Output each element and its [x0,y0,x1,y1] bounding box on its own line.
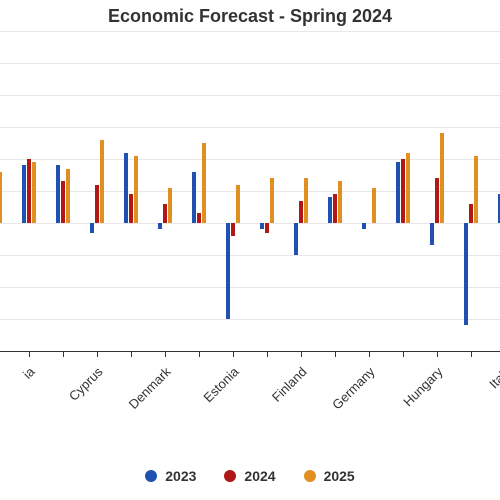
bar-2023 [226,223,230,319]
bar-2024 [129,194,133,223]
gridline [0,287,500,288]
legend-item-2025: 2025 [304,468,355,484]
gridline [0,95,500,96]
x-label: Cyprus [66,364,106,404]
bar-2025 [32,162,36,223]
x-label: Italy [486,364,500,391]
bar-2025 [134,156,138,223]
legend-dot-icon [304,470,316,482]
bar-2023 [22,165,26,223]
bar-2023 [396,162,400,223]
bar-2025 [372,188,376,223]
bar-2024 [163,204,167,223]
legend-dot-icon [145,470,157,482]
x-axis-labels: ia Cyprus Denmark Estonia Finland Germany Hung… [0,352,500,462]
x-label: Hungary [400,364,445,409]
x-label: ia [20,364,38,382]
bar-2024 [469,204,473,223]
bar-2025 [406,153,410,223]
gridline [0,319,500,320]
bar-2023 [464,223,468,325]
gridline [0,159,500,160]
bar-2023 [430,223,434,245]
bar-2025 [168,188,172,223]
bar-2023 [124,153,128,223]
zero-line [0,223,500,224]
bar-2025 [236,185,240,223]
bar-2024 [333,194,337,223]
x-label: Denmark [126,364,174,412]
bar-2023 [56,165,60,223]
bar-2025 [440,133,444,223]
bar-2025 [338,181,342,223]
bar-2024 [197,213,201,223]
x-label: Germany [329,364,377,412]
legend-label: 2023 [165,468,196,484]
gridline [0,255,500,256]
chart-title: Economic Forecast - Spring 2024 [0,0,500,31]
legend-dot-icon [224,470,236,482]
bar-2024 [61,181,65,223]
bar-2024 [299,201,303,223]
plot-area [0,31,500,352]
bar-2024 [231,223,235,236]
bar-2023 [158,223,162,229]
gridline [0,127,500,128]
legend-label: 2024 [244,468,275,484]
bar-2025 [0,172,2,223]
gridline [0,191,500,192]
bar-2023 [192,172,196,223]
bar-2024 [435,178,439,223]
bar-2025 [270,178,274,223]
bar-2023 [260,223,264,229]
bar-2024 [27,159,31,223]
legend: 2023 2024 2025 [0,462,500,484]
gridline [0,31,500,32]
bar-2025 [202,143,206,223]
gridline [0,63,500,64]
bar-2023 [90,223,94,233]
bar-2023 [294,223,298,255]
bar-2023 [362,223,366,229]
bar-2024 [95,185,99,223]
x-label: Estonia [200,364,241,405]
bar-2024 [265,223,269,233]
bar-2024 [401,159,405,223]
legend-item-2024: 2024 [224,468,275,484]
bar-2025 [474,156,478,223]
bar-2023 [328,197,332,223]
x-label: Finland [269,364,310,405]
legend-item-2023: 2023 [145,468,196,484]
bar-2025 [66,169,70,223]
legend-label: 2025 [324,468,355,484]
bar-2025 [100,140,104,223]
bar-2025 [304,178,308,223]
